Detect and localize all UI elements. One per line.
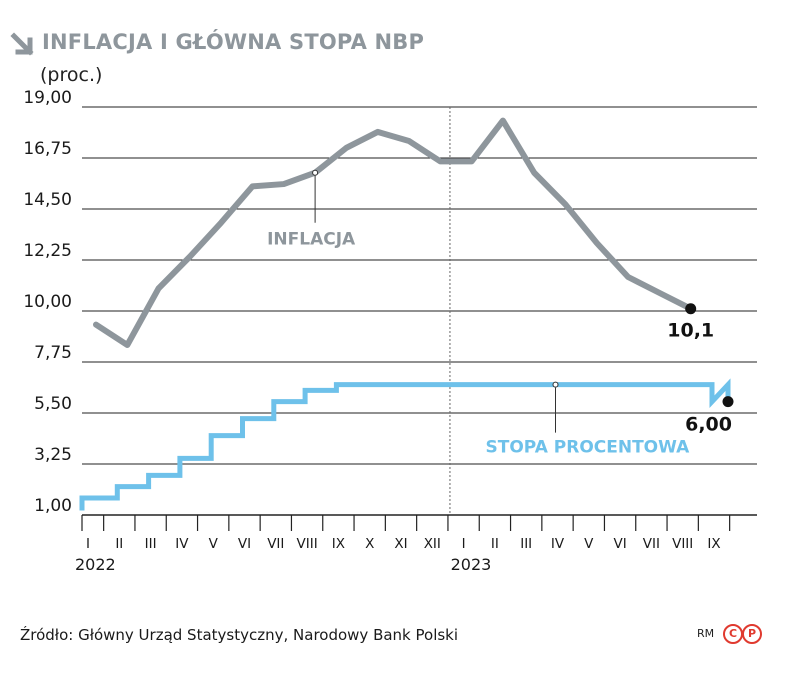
x-tick-label: VI xyxy=(613,536,626,552)
source-note: Źródło: Główny Urząd Statystyczny, Narod… xyxy=(20,626,459,644)
logo-c-icon: C xyxy=(723,624,743,644)
interest-rate-end-point xyxy=(722,396,734,408)
y-tick-label: 12,25 xyxy=(23,241,72,261)
x-tick-label: IX xyxy=(707,536,720,552)
x-tick-label: II xyxy=(491,536,499,552)
x-tick-label: VI xyxy=(238,536,251,552)
series-layer xyxy=(79,117,734,511)
y-tick-label: 5,50 xyxy=(34,394,72,414)
inflation-callout-dot xyxy=(312,169,319,176)
x-tick-label: III xyxy=(145,536,157,552)
y-tick-label: 3,25 xyxy=(34,445,72,465)
x-tick-label: IV xyxy=(175,536,189,552)
interest-rate-line xyxy=(79,378,731,511)
y-tick-label: 14,50 xyxy=(23,190,72,210)
x-tick-label: IV xyxy=(551,536,565,552)
year-label: 2023 xyxy=(451,555,492,574)
x-tick-label: VII xyxy=(643,536,660,552)
x-tick-label: VIII xyxy=(297,536,318,552)
y-axis-unit-label: (proc.) xyxy=(40,64,103,86)
inflation-end-label: 10,1 xyxy=(667,320,714,342)
x-tick-label: II xyxy=(115,536,123,552)
x-tick-label: XI xyxy=(394,536,407,552)
inflation-end-point xyxy=(685,303,697,315)
inflation-series-label: INFLACJA xyxy=(267,230,356,250)
y-tick-label: 7,75 xyxy=(34,343,72,363)
x-tick-label: I xyxy=(86,536,90,552)
y-tick-labels: 19,00 16,75 14,50 12,25 10,00 7,75 5,50 3,25 1,0… xyxy=(23,88,72,516)
y-tick-label: 10,00 xyxy=(23,292,72,312)
year-label: 2022 xyxy=(75,555,116,574)
x-tick-label: XII xyxy=(424,536,441,552)
interest-rate-callout-dot xyxy=(552,381,559,388)
logo-p-icon: P xyxy=(742,624,762,644)
x-tick-label: VIII xyxy=(672,536,693,552)
y-tick-label: 19,00 xyxy=(23,88,72,108)
x-tick-label: VII xyxy=(267,536,284,552)
interest-rate-end-label: 6,00 xyxy=(685,414,732,436)
x-tick-label: V xyxy=(209,536,219,552)
chart-title: INFLACJA I GŁÓWNA STOPA NBP xyxy=(42,30,425,54)
y-tick-label: 16,75 xyxy=(23,139,72,159)
inflation-line xyxy=(93,117,694,348)
x-tick-label: III xyxy=(520,536,532,552)
grid-lines xyxy=(82,106,757,516)
author-credit: RM xyxy=(697,627,715,640)
x-axis: I II III IV V VI VII VIII IX X XI XII I II III IV V VI VII… xyxy=(75,515,731,574)
x-tick-label: I xyxy=(462,536,466,552)
x-tick-label: V xyxy=(584,536,594,552)
x-tick-label: IX xyxy=(332,536,345,552)
x-tick-label: X xyxy=(365,536,374,552)
y-tick-label: 1,00 xyxy=(34,496,72,516)
interest-rate-series-label: STOPA PROCENTOWA xyxy=(486,438,691,458)
arrow-down-right-icon xyxy=(10,32,34,56)
